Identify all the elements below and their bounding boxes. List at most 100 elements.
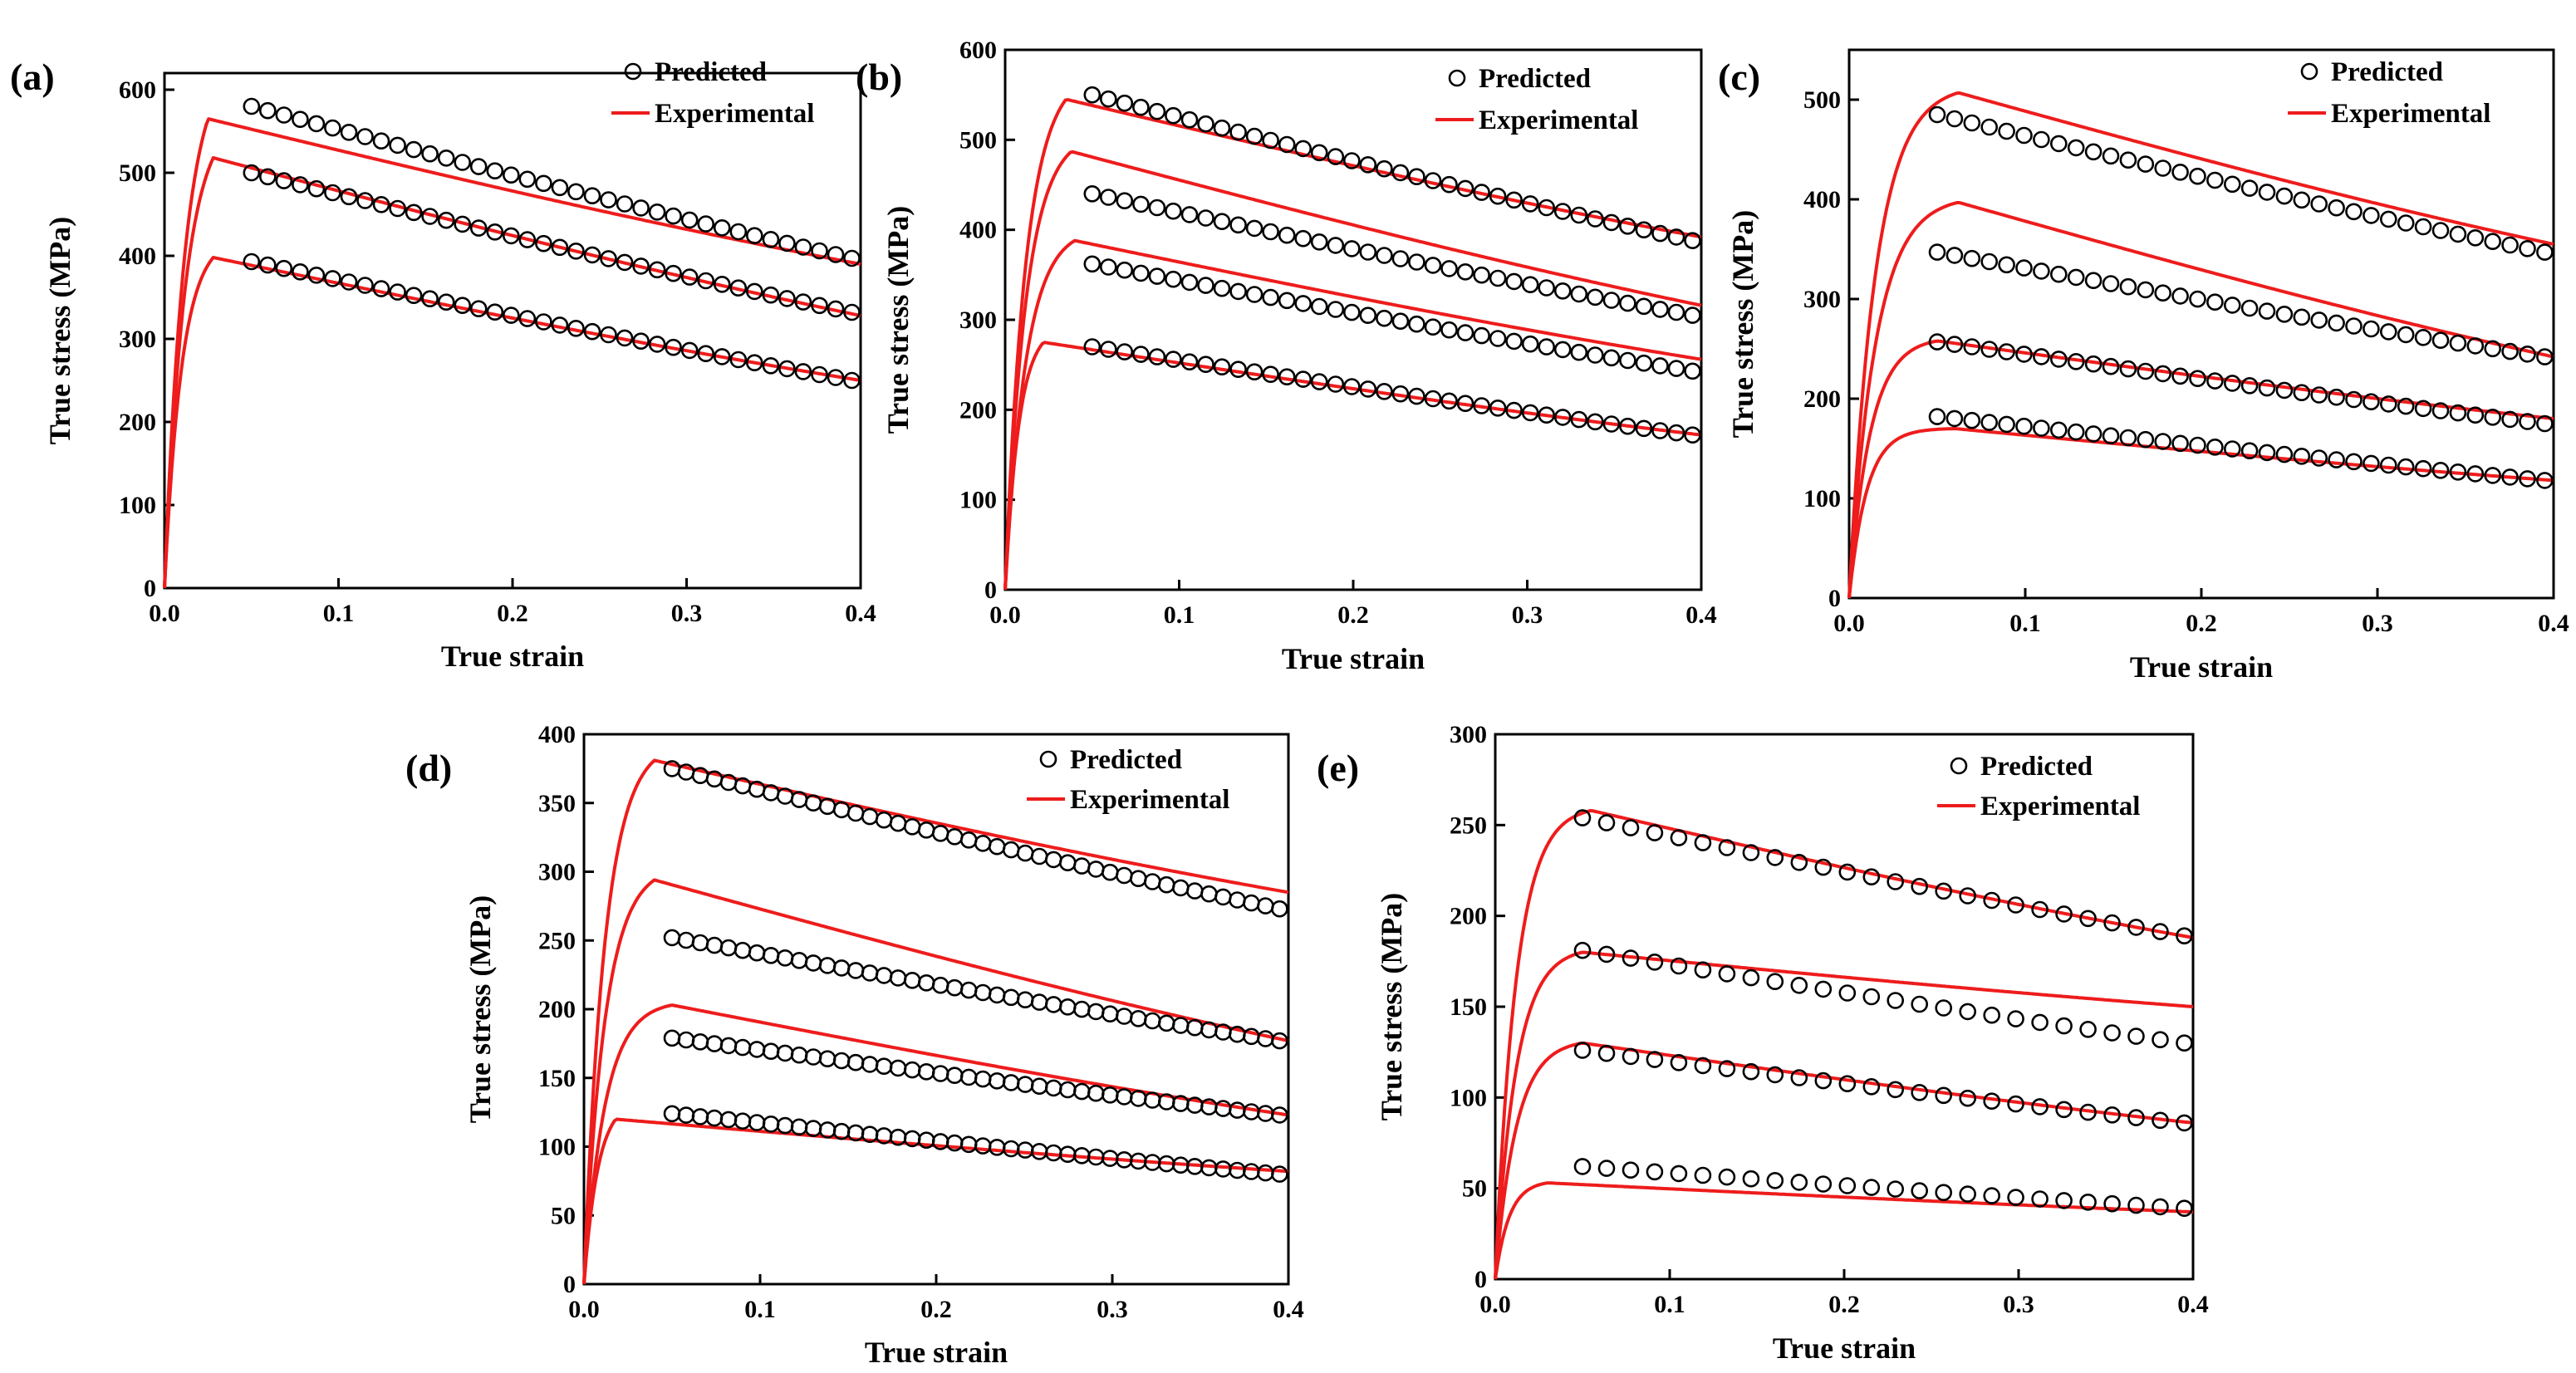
predicted-point: [535, 313, 552, 331]
predicted-point: [2466, 406, 2485, 424]
predicted-point: [1694, 961, 1712, 978]
predicted-point: [1083, 338, 1102, 356]
predicted-point: [1214, 1160, 1232, 1178]
predicted-point: [2067, 352, 2085, 370]
legend-predicted-label: Predicted: [655, 57, 767, 87]
y-tick-label: 0: [1474, 1266, 1487, 1293]
predicted-point: [583, 187, 601, 204]
predicted-point: [2119, 360, 2137, 378]
predicted-point: [691, 1108, 709, 1125]
predicted-point: [1521, 276, 1539, 294]
predicted-point: [719, 1111, 738, 1129]
predicted-point: [1694, 1057, 1712, 1075]
predicted-point: [903, 1061, 921, 1079]
predicted-point: [680, 341, 699, 360]
experimental-curve: [1847, 201, 2554, 599]
predicted-point: [437, 293, 455, 311]
predicted-point: [1790, 854, 1808, 871]
y-tick-label: 600: [959, 37, 997, 64]
predicted-point: [974, 834, 992, 852]
predicted-point: [324, 119, 341, 137]
predicted-point: [2519, 413, 2536, 430]
predicted-point: [2258, 302, 2276, 320]
predicted-point: [2275, 187, 2294, 205]
series-group: [1847, 91, 2554, 599]
predicted-point: [1602, 349, 1621, 367]
predicted-point: [1538, 279, 1555, 297]
predicted-point: [931, 824, 949, 842]
predicted-point: [2414, 459, 2432, 478]
predicted-point: [1570, 285, 1588, 303]
predicted-point: [843, 303, 861, 321]
predicted-point: [1622, 819, 1640, 836]
predicted-point: [778, 234, 796, 253]
predicted-point: [1963, 338, 1981, 356]
predicted-point: [648, 336, 666, 353]
x-axis-title: True strain: [2130, 650, 2273, 684]
panel-b: (b) 0.0 0.1 0.2 0.3 0.4 0 100 200 300 400 500 600 T…: [856, 37, 1717, 675]
predicted-point: [1002, 841, 1020, 859]
predicted-point: [889, 814, 907, 832]
predicted-point: [827, 246, 845, 263]
x-tick-label: 0.4: [2538, 610, 2569, 637]
predicted-point: [2007, 896, 2024, 914]
predicted-point: [1622, 1161, 1640, 1179]
predicted-point: [356, 128, 374, 145]
predicted-point: [243, 97, 261, 115]
predicted-point: [1456, 262, 1474, 281]
predicted-point: [1213, 213, 1231, 231]
predicted-point: [2397, 214, 2415, 232]
predicted-point: [1002, 1140, 1020, 1158]
legend: Predicted Experimental: [1435, 64, 1638, 135]
predicted-point: [1928, 333, 1946, 351]
predicted-point: [1456, 324, 1474, 341]
predicted-point: [486, 303, 504, 321]
predicted-point: [1935, 999, 1952, 1017]
predicted-point: [1130, 1090, 1147, 1107]
y-axis-title: True stress (MPa): [43, 217, 76, 445]
predicted-point: [790, 1046, 808, 1064]
y-tick-label: 100: [959, 487, 997, 514]
x-tick-label: 0.2: [2186, 610, 2217, 637]
predicted-point: [832, 801, 851, 819]
panel-c: (c) 0.0 0.1 0.2 0.3 0.4 0 100 200 300 400 500 True…: [1718, 48, 2569, 684]
predicted-point: [2449, 404, 2467, 422]
x-tick-label: 0.3: [1512, 601, 1543, 629]
experimental-curve: [582, 878, 1289, 1285]
predicted-point: [2055, 1017, 2073, 1035]
predicted-point: [1243, 894, 1260, 912]
predicted-point: [762, 356, 780, 375]
predicted-point: [600, 326, 617, 344]
predicted-point: [2501, 468, 2519, 486]
predicted-point: [2103, 1194, 2121, 1213]
predicted-point: [356, 192, 374, 209]
predicted-point: [1245, 286, 1263, 303]
predicted-point: [680, 211, 699, 229]
predicted-point: [1245, 219, 1263, 238]
predicted-point: [1197, 277, 1214, 294]
predicted-point: [1587, 413, 1604, 431]
predicted-point: [2176, 1034, 2193, 1052]
predicted-point: [1278, 135, 1296, 154]
predicted-point: [2380, 210, 2397, 228]
predicted-point: [705, 936, 724, 954]
legend: Predicted Experimental: [611, 57, 814, 129]
x-tick-label: 0.0: [1833, 610, 1865, 637]
predicted-point: [1180, 110, 1199, 129]
legend-predicted-label: Predicted: [1070, 745, 1182, 775]
predicted-point: [988, 986, 1006, 1004]
predicted-point: [827, 369, 845, 386]
predicted-point: [1148, 348, 1166, 365]
predicted-point: [1597, 814, 1616, 831]
predicted-point: [1294, 295, 1312, 312]
predicted-point: [2050, 351, 2068, 368]
predicted-point: [734, 941, 752, 959]
predicted-point: [713, 348, 731, 365]
tick-group: 0.0 0.1 0.2 0.3 0.4 0 100 200 300 400 500 600: [959, 37, 1717, 629]
predicted-point: [2127, 1109, 2145, 1126]
predicted-point: [1172, 1017, 1190, 1034]
predicted-point: [1148, 267, 1166, 285]
predicted-point: [1376, 382, 1393, 400]
x-tick-label: 0.1: [323, 600, 355, 627]
predicted-point: [1144, 1012, 1161, 1030]
